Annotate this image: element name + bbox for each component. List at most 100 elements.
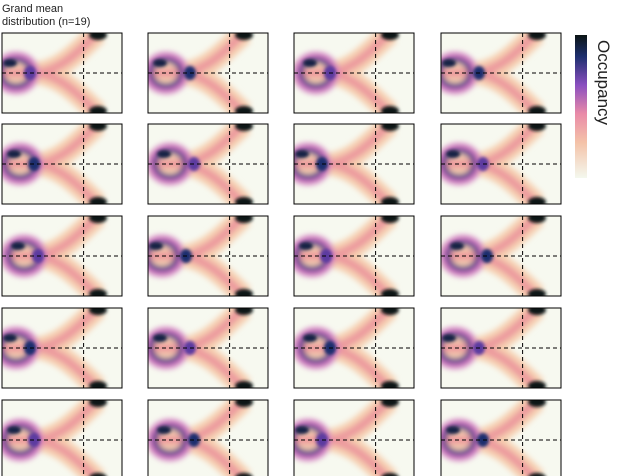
panel-border bbox=[147, 215, 269, 297]
corner-bottom bbox=[381, 473, 399, 476]
ring-core bbox=[450, 242, 464, 250]
corner-top bbox=[528, 308, 546, 315]
heatmap-panel bbox=[2, 124, 122, 204]
ring-core bbox=[7, 426, 21, 434]
colorbar bbox=[575, 35, 587, 178]
corner-top bbox=[89, 216, 107, 223]
panel-border bbox=[293, 399, 415, 476]
corner-bottom bbox=[235, 197, 253, 204]
panel-border bbox=[147, 399, 269, 476]
panel-border bbox=[440, 32, 562, 114]
heatmap-panel bbox=[148, 400, 268, 476]
hot bbox=[153, 308, 253, 388]
corner-top bbox=[381, 216, 399, 223]
hot bbox=[149, 216, 253, 296]
corner-bottom bbox=[381, 106, 399, 113]
corner-bottom bbox=[89, 381, 107, 388]
corner-top bbox=[528, 400, 546, 407]
panel-border bbox=[440, 307, 562, 389]
corner-top bbox=[89, 124, 107, 131]
ring-core bbox=[295, 426, 309, 434]
ring-core bbox=[299, 242, 313, 250]
ring-core bbox=[295, 150, 309, 158]
panel-border bbox=[293, 215, 415, 297]
corner-top bbox=[89, 308, 107, 315]
panel-border bbox=[293, 123, 415, 205]
panel-grid bbox=[1, 32, 562, 476]
ring-core bbox=[7, 150, 21, 158]
panel-border bbox=[147, 307, 269, 389]
panel-border bbox=[440, 215, 562, 297]
hot bbox=[295, 400, 399, 476]
ring-core bbox=[153, 334, 167, 342]
panel-border bbox=[440, 399, 562, 476]
corner-top bbox=[528, 216, 546, 223]
corner-top bbox=[235, 33, 253, 40]
corner-bottom bbox=[89, 106, 107, 113]
corner-top bbox=[381, 308, 399, 315]
corner-bottom bbox=[381, 197, 399, 204]
heatmap-panel bbox=[294, 216, 414, 296]
ring-core bbox=[157, 150, 171, 158]
ring-core bbox=[153, 59, 167, 67]
heatmap-panel bbox=[441, 33, 561, 113]
corner-bottom bbox=[89, 289, 107, 296]
ring-core bbox=[3, 334, 17, 342]
heatmap-panel bbox=[148, 124, 268, 204]
panel-border bbox=[440, 123, 562, 205]
heatmap-panel bbox=[148, 33, 268, 113]
corner-top bbox=[235, 124, 253, 131]
ring-core bbox=[446, 426, 460, 434]
corner-top bbox=[89, 400, 107, 407]
ring-core bbox=[11, 242, 25, 250]
panel-border bbox=[1, 123, 123, 205]
hot bbox=[295, 124, 399, 204]
hot bbox=[3, 308, 107, 388]
colorbar-label: Occupancy bbox=[594, 40, 613, 126]
corner-bottom bbox=[89, 473, 107, 476]
corner-bottom bbox=[235, 381, 253, 388]
corner-top bbox=[89, 33, 107, 40]
heatmap-panel bbox=[2, 216, 122, 296]
heatmap-panel bbox=[2, 33, 122, 113]
hot bbox=[442, 308, 546, 388]
heatmap-panel bbox=[294, 124, 414, 204]
panel-border bbox=[1, 399, 123, 476]
panel-border bbox=[147, 123, 269, 205]
corner-bottom bbox=[89, 197, 107, 204]
hot bbox=[11, 216, 107, 296]
corner-bottom bbox=[528, 381, 546, 388]
heatmap-panel bbox=[148, 308, 268, 388]
corner-bottom bbox=[528, 106, 546, 113]
heatmap-panel bbox=[294, 308, 414, 388]
corner-bottom bbox=[235, 289, 253, 296]
panel-border bbox=[293, 307, 415, 389]
ring-core bbox=[157, 426, 171, 434]
title-line: Grand mean bbox=[2, 3, 63, 15]
panel-border bbox=[147, 32, 269, 114]
hot bbox=[450, 216, 546, 296]
corner-top bbox=[528, 124, 546, 131]
corner-bottom bbox=[381, 381, 399, 388]
corner-top bbox=[381, 124, 399, 131]
corner-top bbox=[381, 33, 399, 40]
ring-core bbox=[442, 59, 456, 67]
corner-top bbox=[235, 308, 253, 315]
corner-bottom bbox=[528, 289, 546, 296]
heatmap-panel bbox=[294, 400, 414, 476]
hot bbox=[3, 33, 107, 113]
corner-top bbox=[381, 400, 399, 407]
hot bbox=[446, 124, 546, 204]
hot bbox=[153, 33, 253, 113]
corner-top bbox=[528, 33, 546, 40]
ring-core bbox=[442, 334, 456, 342]
ring-core bbox=[303, 59, 317, 67]
corner-bottom bbox=[235, 106, 253, 113]
heatmap-panel bbox=[294, 33, 414, 113]
hot bbox=[299, 216, 399, 296]
ring-core bbox=[446, 150, 460, 158]
corner-top bbox=[235, 400, 253, 407]
corner-bottom bbox=[528, 197, 546, 204]
title-line: distribution (n=19) bbox=[2, 16, 90, 28]
